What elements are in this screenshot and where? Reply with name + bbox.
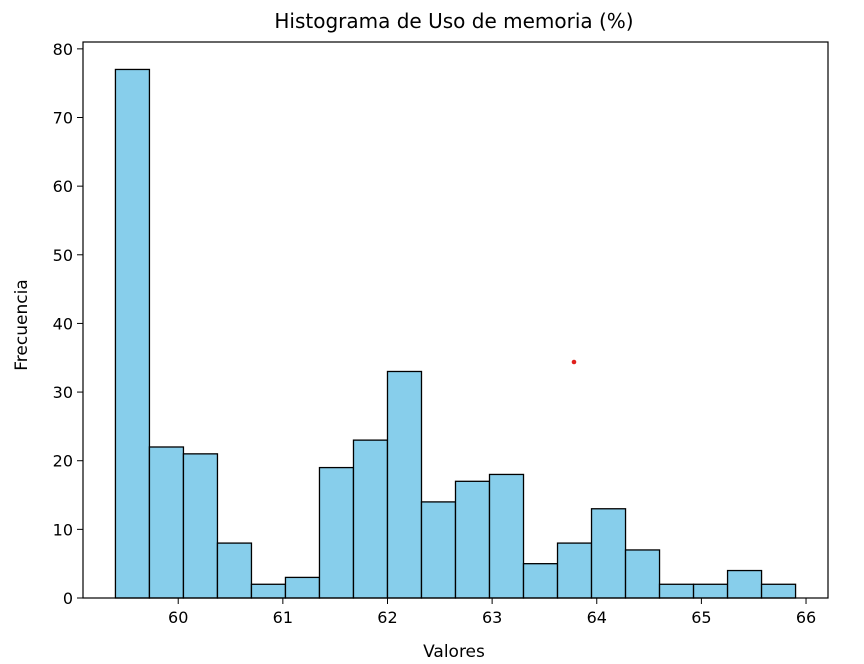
plot-frame (82, 41, 829, 599)
histogram-bar (556, 542, 593, 599)
histogram-bar (216, 542, 253, 599)
x-tick-label: 65 (691, 608, 711, 627)
histogram-bar (386, 370, 423, 599)
y-tick-label: 60 (53, 177, 73, 196)
histogram-bar (760, 583, 797, 599)
x-axis-label: Valores (423, 642, 485, 662)
y-tick-label: 10 (53, 520, 73, 539)
histogram-bar (590, 508, 627, 599)
histogram-bar (726, 569, 763, 599)
y-tick-label: 70 (53, 109, 73, 128)
x-tick-label: 62 (377, 608, 397, 627)
histogram-bar (284, 576, 321, 599)
y-tick-label: 50 (53, 246, 73, 265)
x-tick-label: 66 (796, 608, 816, 627)
histogram-bar (148, 446, 185, 599)
x-tick-label: 60 (168, 608, 188, 627)
histogram-bar (182, 453, 219, 599)
x-tick-label: 63 (482, 608, 502, 627)
y-axis-label: Frecuencia (12, 279, 32, 370)
histogram-bar (658, 583, 695, 599)
y-axis-ticks: 0 10 20 30 40 50 60 70 80 (53, 40, 83, 608)
y-tick-label: 40 (53, 314, 73, 333)
histogram-bar (114, 68, 151, 599)
stray-red-dot (571, 359, 577, 365)
y-tick-label: 0 (63, 589, 73, 608)
histogram-bar (488, 473, 525, 599)
y-tick-label: 20 (53, 452, 73, 471)
histogram-bar (250, 583, 287, 599)
histogram-bar (420, 501, 457, 599)
histogram-bar (522, 563, 559, 599)
histogram-bar (352, 439, 389, 599)
histogram-bar (624, 549, 661, 599)
x-tick-label: 61 (273, 608, 293, 627)
histogram-bar (318, 466, 355, 599)
y-tick-label: 30 (53, 383, 73, 402)
histogram-bar (454, 480, 491, 599)
bars-group (114, 68, 797, 599)
x-axis-ticks: 60 61 62 63 64 65 66 (168, 598, 816, 627)
y-tick-label: 80 (53, 40, 73, 59)
chart-title: Histograma de Uso de memoria (%) (274, 9, 633, 33)
x-tick-label: 64 (587, 608, 607, 627)
histogram-bar (692, 583, 729, 599)
